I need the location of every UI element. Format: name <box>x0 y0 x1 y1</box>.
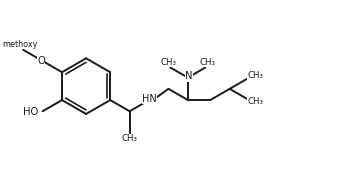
Text: CH₃: CH₃ <box>160 58 176 67</box>
Text: HN: HN <box>142 94 157 104</box>
Text: O: O <box>37 56 45 66</box>
Text: methoxy: methoxy <box>3 40 38 49</box>
Text: CH₃: CH₃ <box>122 134 138 143</box>
Text: CH₃: CH₃ <box>247 71 263 80</box>
Text: CH₃: CH₃ <box>200 58 216 67</box>
Text: HO: HO <box>23 107 39 117</box>
Text: N: N <box>185 71 193 81</box>
Text: CH₃: CH₃ <box>247 98 263 107</box>
